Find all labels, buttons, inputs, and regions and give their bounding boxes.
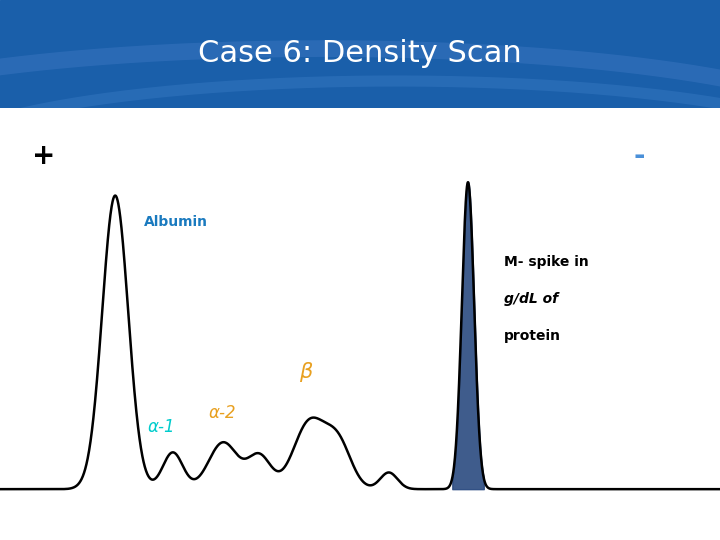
Text: -: - [634, 142, 645, 170]
Text: M- spike in: M- spike in [504, 255, 589, 269]
Text: g/dL of: g/dL of [504, 292, 558, 306]
Text: +: + [32, 142, 55, 170]
Text: Case 6: Density Scan: Case 6: Density Scan [198, 39, 522, 69]
Text: α-1: α-1 [148, 418, 175, 436]
Text: protein: protein [504, 329, 561, 343]
Text: Albumin: Albumin [144, 215, 208, 229]
Text: α-2: α-2 [209, 404, 236, 422]
Text: β: β [299, 362, 312, 382]
